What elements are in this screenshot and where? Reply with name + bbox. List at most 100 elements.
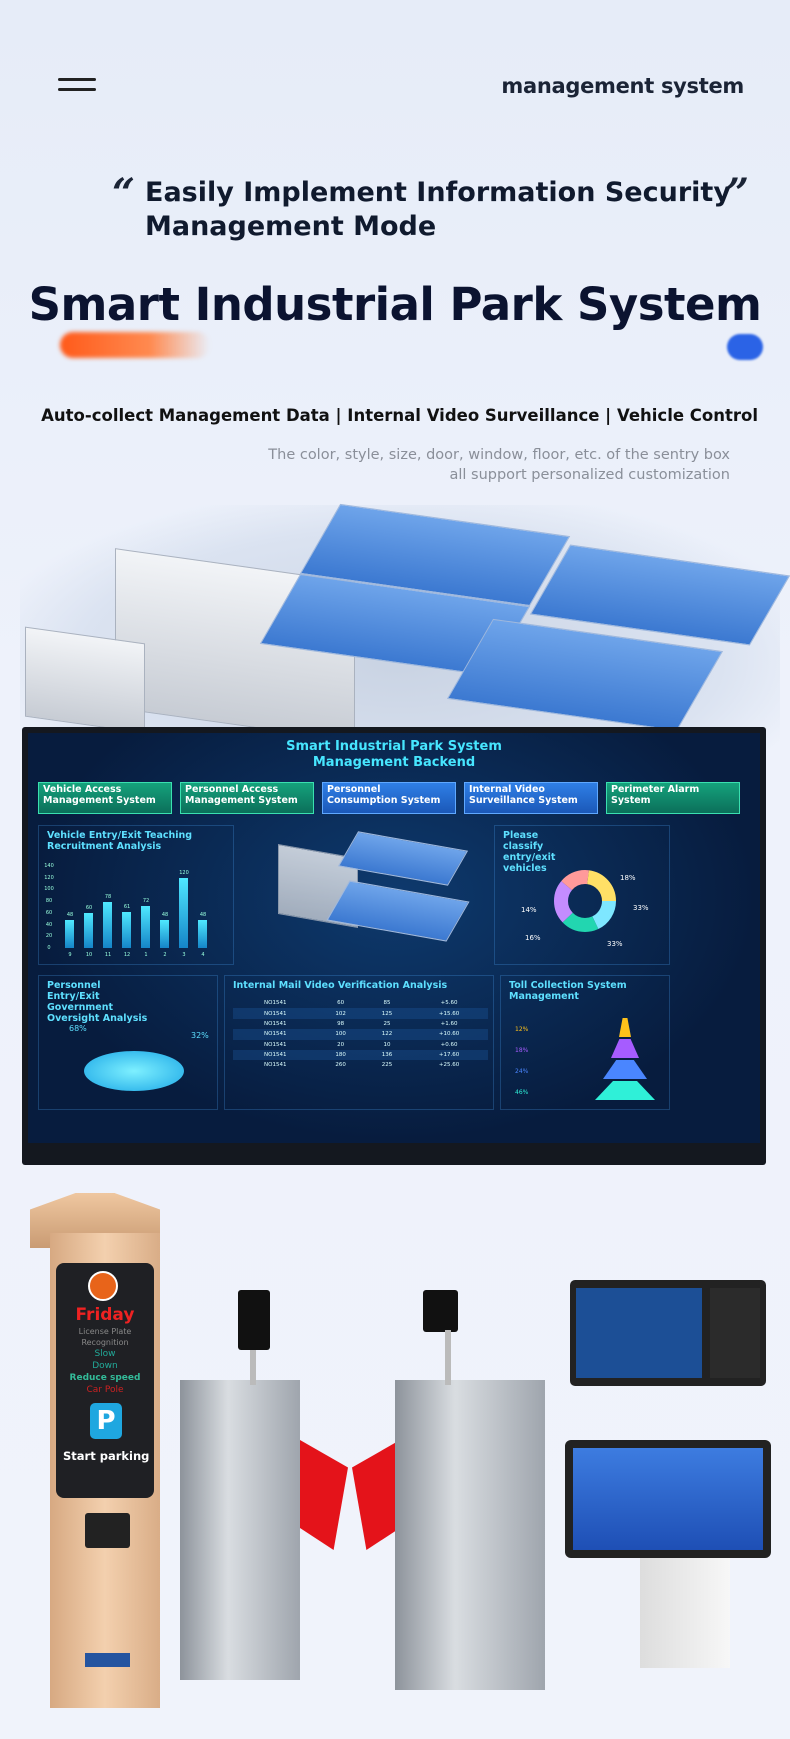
pyramid-segment (595, 1081, 655, 1100)
donut-label: 33% (607, 940, 623, 948)
y-tick: 100 (44, 886, 54, 893)
open-quote: “ (112, 170, 136, 217)
pie-label-a: 68% (69, 1024, 87, 1033)
mail-panel: Internal Mail Video Verification Analysi… (224, 975, 494, 1110)
page-title: Smart Industrial Park System (28, 278, 762, 331)
display-down: Down (92, 1361, 118, 1371)
pyramid-segment (603, 1060, 647, 1079)
x-tick: 3 (182, 952, 186, 958)
donut-label: 18% (620, 874, 636, 882)
park-3d-model (238, 821, 488, 971)
close-quote: ” (726, 170, 750, 217)
pyramid-label: 18% (515, 1047, 529, 1054)
park-illustration (20, 503, 790, 765)
hero-subtitle: Easily Implement Information Security Man… (145, 176, 731, 244)
y-tick: 120 (44, 874, 54, 881)
dashboard-monitor: Smart Industrial Park System Management B… (22, 727, 766, 1165)
display-recognition: Recognition (81, 1338, 129, 1347)
bar-label: 78 (104, 894, 112, 901)
donut-label: 14% (521, 906, 537, 914)
display-day: Friday (75, 1305, 135, 1325)
y-tick: 80 (45, 898, 53, 905)
bar (198, 919, 207, 948)
bar-chart: 0 20 40 60 80 100 120 140 48 9 60 10 78 11 61 12 72 1 48 2 1… (44, 863, 226, 958)
pyramid-label: 46% (515, 1089, 529, 1096)
bar-label: 72 (142, 897, 150, 904)
display-pole: Car Pole (86, 1385, 124, 1395)
turnstile-left (180, 1380, 300, 1680)
personnel-panel: Personnel Entry/Exit Government Oversigh… (38, 975, 218, 1110)
panel-title: Toll Collection System Management (509, 980, 627, 1002)
bar (160, 919, 169, 948)
table-row: NO1541 98 25 +1.60 (264, 1020, 458, 1027)
note-line: all support personalized customization (449, 467, 730, 483)
vehicle-panel: Vehicle Entry/Exit Teaching Recruitment … (38, 825, 234, 965)
note-line: The color, style, size, door, window, fl… (268, 447, 730, 463)
tile-personnel-consumption[interactable]: Personnel Consumption System (322, 782, 456, 814)
flap-right (352, 1440, 400, 1550)
pyramid-label: 12% (515, 1026, 529, 1033)
x-tick: 4 (201, 952, 205, 958)
brand-title: management system (501, 74, 744, 98)
tile-video-surveillance[interactable]: Internal Video Surveillance System (464, 782, 598, 814)
x-tick: 1 (144, 952, 148, 958)
subtitle-line: Easily Implement Information Security (145, 177, 731, 208)
toll-panel: Toll Collection System Management 12% 18%… (500, 975, 670, 1110)
bar-label: 48 (161, 911, 169, 918)
tagline: Auto-collect Management Data | Internal … (41, 406, 758, 425)
panel-title: Personnel Entry/Exit Government Oversigh… (47, 980, 148, 1024)
tile-perimeter-alarm[interactable]: Perimeter Alarm System (606, 782, 740, 814)
table-row: NO1541 20 10 +0.60 (264, 1041, 458, 1048)
bar (141, 905, 150, 948)
x-tick: 11 (104, 952, 112, 958)
bar-label: 61 (123, 904, 131, 911)
y-tick: 60 (45, 909, 53, 916)
tile-personnel-access[interactable]: Personnel Access Management System (180, 782, 314, 814)
panel-title: Please classify entry/exit vehicles (503, 830, 556, 874)
display-reduce-speed: Reduce speed (69, 1373, 141, 1383)
bar-label: 48 (66, 911, 74, 918)
display-slow: Slow (94, 1349, 116, 1359)
classify-panel: Please classify entry/exit vehicles 18% … (494, 825, 670, 965)
panel-title: Vehicle Entry/Exit Teaching Recruitment … (47, 830, 193, 852)
turnstile-right (395, 1380, 545, 1690)
bar (65, 919, 74, 948)
bar (84, 912, 93, 948)
parking-icon: P (90, 1403, 122, 1439)
start-parking-label[interactable]: Start parking (63, 1449, 150, 1463)
menu-icon[interactable] (58, 78, 96, 98)
decor-blue (727, 334, 763, 360)
table-row: NO1541 180 136 +17.60 (233, 1049, 488, 1061)
x-tick: 9 (68, 952, 72, 958)
face-terminal (238, 1290, 270, 1350)
table-row: NO1541 60 85 +5.60 (264, 1000, 458, 1007)
kiosk-screen (565, 1440, 771, 1558)
bar (122, 912, 131, 948)
x-tick: 10 (85, 952, 93, 958)
tile-vehicle-access[interactable]: Vehicle Access Management System (38, 782, 172, 814)
access-terminal (570, 1280, 766, 1386)
display-license-plate: License Plate (78, 1327, 132, 1336)
donut-label: 16% (525, 934, 541, 942)
y-tick: 20 (45, 933, 53, 940)
y-tick: 40 (45, 921, 53, 928)
donut-label: 33% (633, 904, 649, 912)
pyramid-segment (619, 1018, 631, 1037)
bar-label: 120 (179, 869, 189, 876)
pyramid-label: 24% (515, 1068, 529, 1075)
donut-chart (554, 870, 616, 932)
bar-label: 60 (85, 904, 93, 911)
x-tick: 2 (163, 952, 167, 958)
data-table: NO1541 60 85 +5.60 NO1541 102 125 +15.60 NO1541 9… (233, 998, 488, 1071)
kiosk-stand (640, 1558, 730, 1668)
table-row: NO1541 102 125 +15.60 (233, 1008, 488, 1019)
customization-note: The color, style, size, door, window, fl… (268, 445, 730, 485)
flap-left (300, 1440, 348, 1550)
parking-terminal: Friday License Plate Recognition Slow Do… (30, 1193, 160, 1713)
bar (179, 877, 188, 948)
pie-chart (84, 1051, 184, 1091)
panel-title: Internal Mail Video Verification Analysi… (233, 980, 448, 991)
decor-orange (60, 332, 210, 358)
pyramid-segment (611, 1039, 639, 1058)
y-tick: 140 (44, 863, 54, 869)
